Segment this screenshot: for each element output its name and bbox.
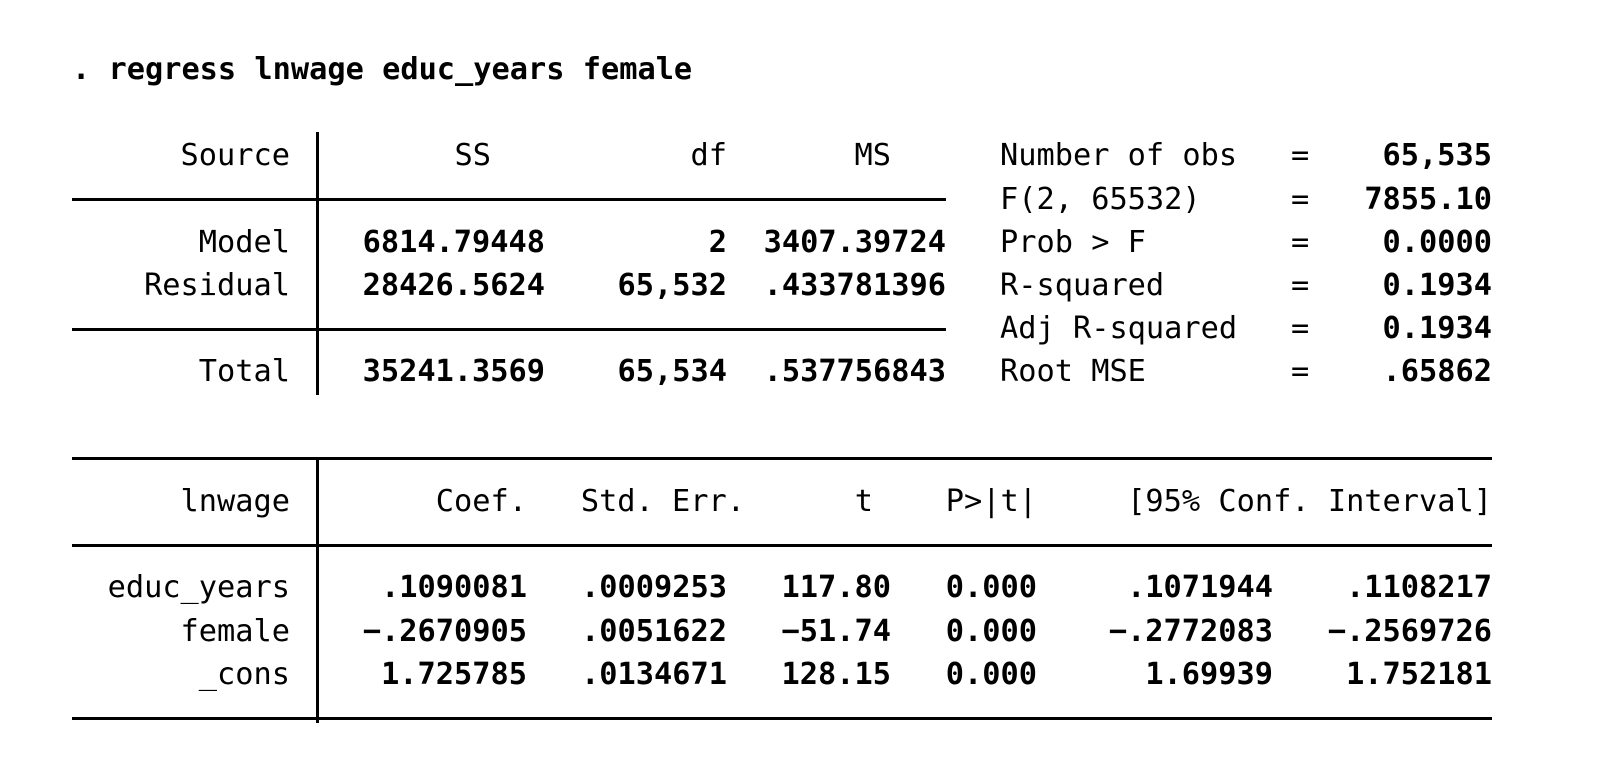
- anova-rule-header: [72, 198, 946, 201]
- anova-source-header: Source: [180, 138, 290, 173]
- anova-total-ss: 35241.3569: [362, 354, 545, 389]
- coef-female-coef: −.2670905: [362, 614, 527, 649]
- fit-stat-rmse-equals: =: [1291, 354, 1310, 389]
- command-line: . regress lnwage educ_years female: [72, 52, 693, 87]
- fit-stat-adjr2-value: 0.1934: [1382, 311, 1492, 346]
- coef-ci-header: [95% Conf. Interval]: [1127, 484, 1492, 519]
- fit-stat-f-equals: =: [1291, 182, 1310, 217]
- coef-p-header: P>|t|: [945, 484, 1037, 519]
- coef-educyears-ci-low: .1071944: [1127, 570, 1273, 605]
- anova-residual-ss: 28426.5624: [362, 268, 545, 303]
- fit-stat-nobs-equals: =: [1291, 138, 1310, 173]
- fit-stat-nobs-value: 65,535: [1382, 138, 1492, 173]
- fit-stat-probf-value: 0.0000: [1382, 225, 1492, 260]
- coef-female-stderr: .0051622: [581, 614, 727, 649]
- anova-model-df: 2: [708, 225, 727, 260]
- fit-stat-adjr2-label: Adj R-squared: [1000, 311, 1238, 346]
- coef-educyears-t: 117.80: [781, 570, 891, 605]
- anova-ss-header: SS: [454, 138, 491, 173]
- anova-total-df: 65,534: [617, 354, 727, 389]
- fit-stat-rmse-value: .65862: [1382, 354, 1492, 389]
- coef-female-var: female: [180, 614, 290, 649]
- coef-cons-t: 128.15: [781, 657, 891, 692]
- coef-cons-ci-low: 1.69939: [1145, 657, 1273, 692]
- anova-rule-total: [72, 328, 946, 331]
- anova-model-label: Model: [198, 225, 290, 260]
- fit-stat-adjr2-equals: =: [1291, 311, 1310, 346]
- anova-total-ms: .537756843: [763, 354, 946, 389]
- coef-cons-coef: 1.725785: [381, 657, 527, 692]
- coef-rule-bottom: [72, 717, 1492, 720]
- coef-cons-stderr: .0134671: [581, 657, 727, 692]
- fit-stat-nobs-label: Number of obs: [1000, 138, 1238, 173]
- fit-stat-r2-equals: =: [1291, 268, 1310, 303]
- anova-residual-df: 65,532: [617, 268, 727, 303]
- coef-female-t: −51.74: [781, 614, 891, 649]
- anova-df-header: df: [690, 138, 727, 173]
- anova-residual-label: Residual: [144, 268, 290, 303]
- coef-educyears-p: 0.000: [945, 570, 1037, 605]
- fit-stat-r2-label: R-squared: [1000, 268, 1165, 303]
- fit-stat-probf-equals: =: [1291, 225, 1310, 260]
- coef-rule-top: [72, 457, 1492, 460]
- fit-stat-probf-label: Prob > F: [1000, 225, 1146, 260]
- fit-stat-f-value: 7855.10: [1364, 182, 1492, 217]
- coef-rule-header: [72, 544, 1492, 547]
- coef-female-p: 0.000: [945, 614, 1037, 649]
- coef-t-header: t: [854, 484, 873, 519]
- anova-model-ss: 6814.79448: [362, 225, 545, 260]
- coef-vertical-rule: [316, 457, 319, 723]
- fit-stat-f-label: F(2, 65532): [1000, 182, 1201, 217]
- coef-educyears-coef: .1090081: [381, 570, 527, 605]
- coef-educyears-stderr: .0009253: [581, 570, 727, 605]
- anova-ms-header: MS: [854, 138, 891, 173]
- coef-coef-header: Coef.: [435, 484, 527, 519]
- coef-female-ci-high: −.2569726: [1327, 614, 1492, 649]
- anova-residual-ms: .433781396: [763, 268, 946, 303]
- anova-total-label: Total: [198, 354, 290, 389]
- coef-cons-p: 0.000: [945, 657, 1037, 692]
- anova-model-ms: 3407.39724: [763, 225, 946, 260]
- fit-stat-r2-value: 0.1934: [1382, 268, 1492, 303]
- coef-educyears-ci-high: .1108217: [1346, 570, 1492, 605]
- fit-stat-rmse-label: Root MSE: [1000, 354, 1146, 389]
- anova-vertical-rule: [316, 132, 319, 395]
- coef-stderr-header: Std. Err.: [580, 484, 745, 519]
- coef-depvar-header: lnwage: [180, 484, 290, 519]
- coef-educyears-var: educ_years: [107, 570, 290, 605]
- coef-female-ci-low: −.2772083: [1108, 614, 1273, 649]
- coef-cons-var: _cons: [198, 657, 290, 692]
- coef-cons-ci-high: 1.752181: [1346, 657, 1492, 692]
